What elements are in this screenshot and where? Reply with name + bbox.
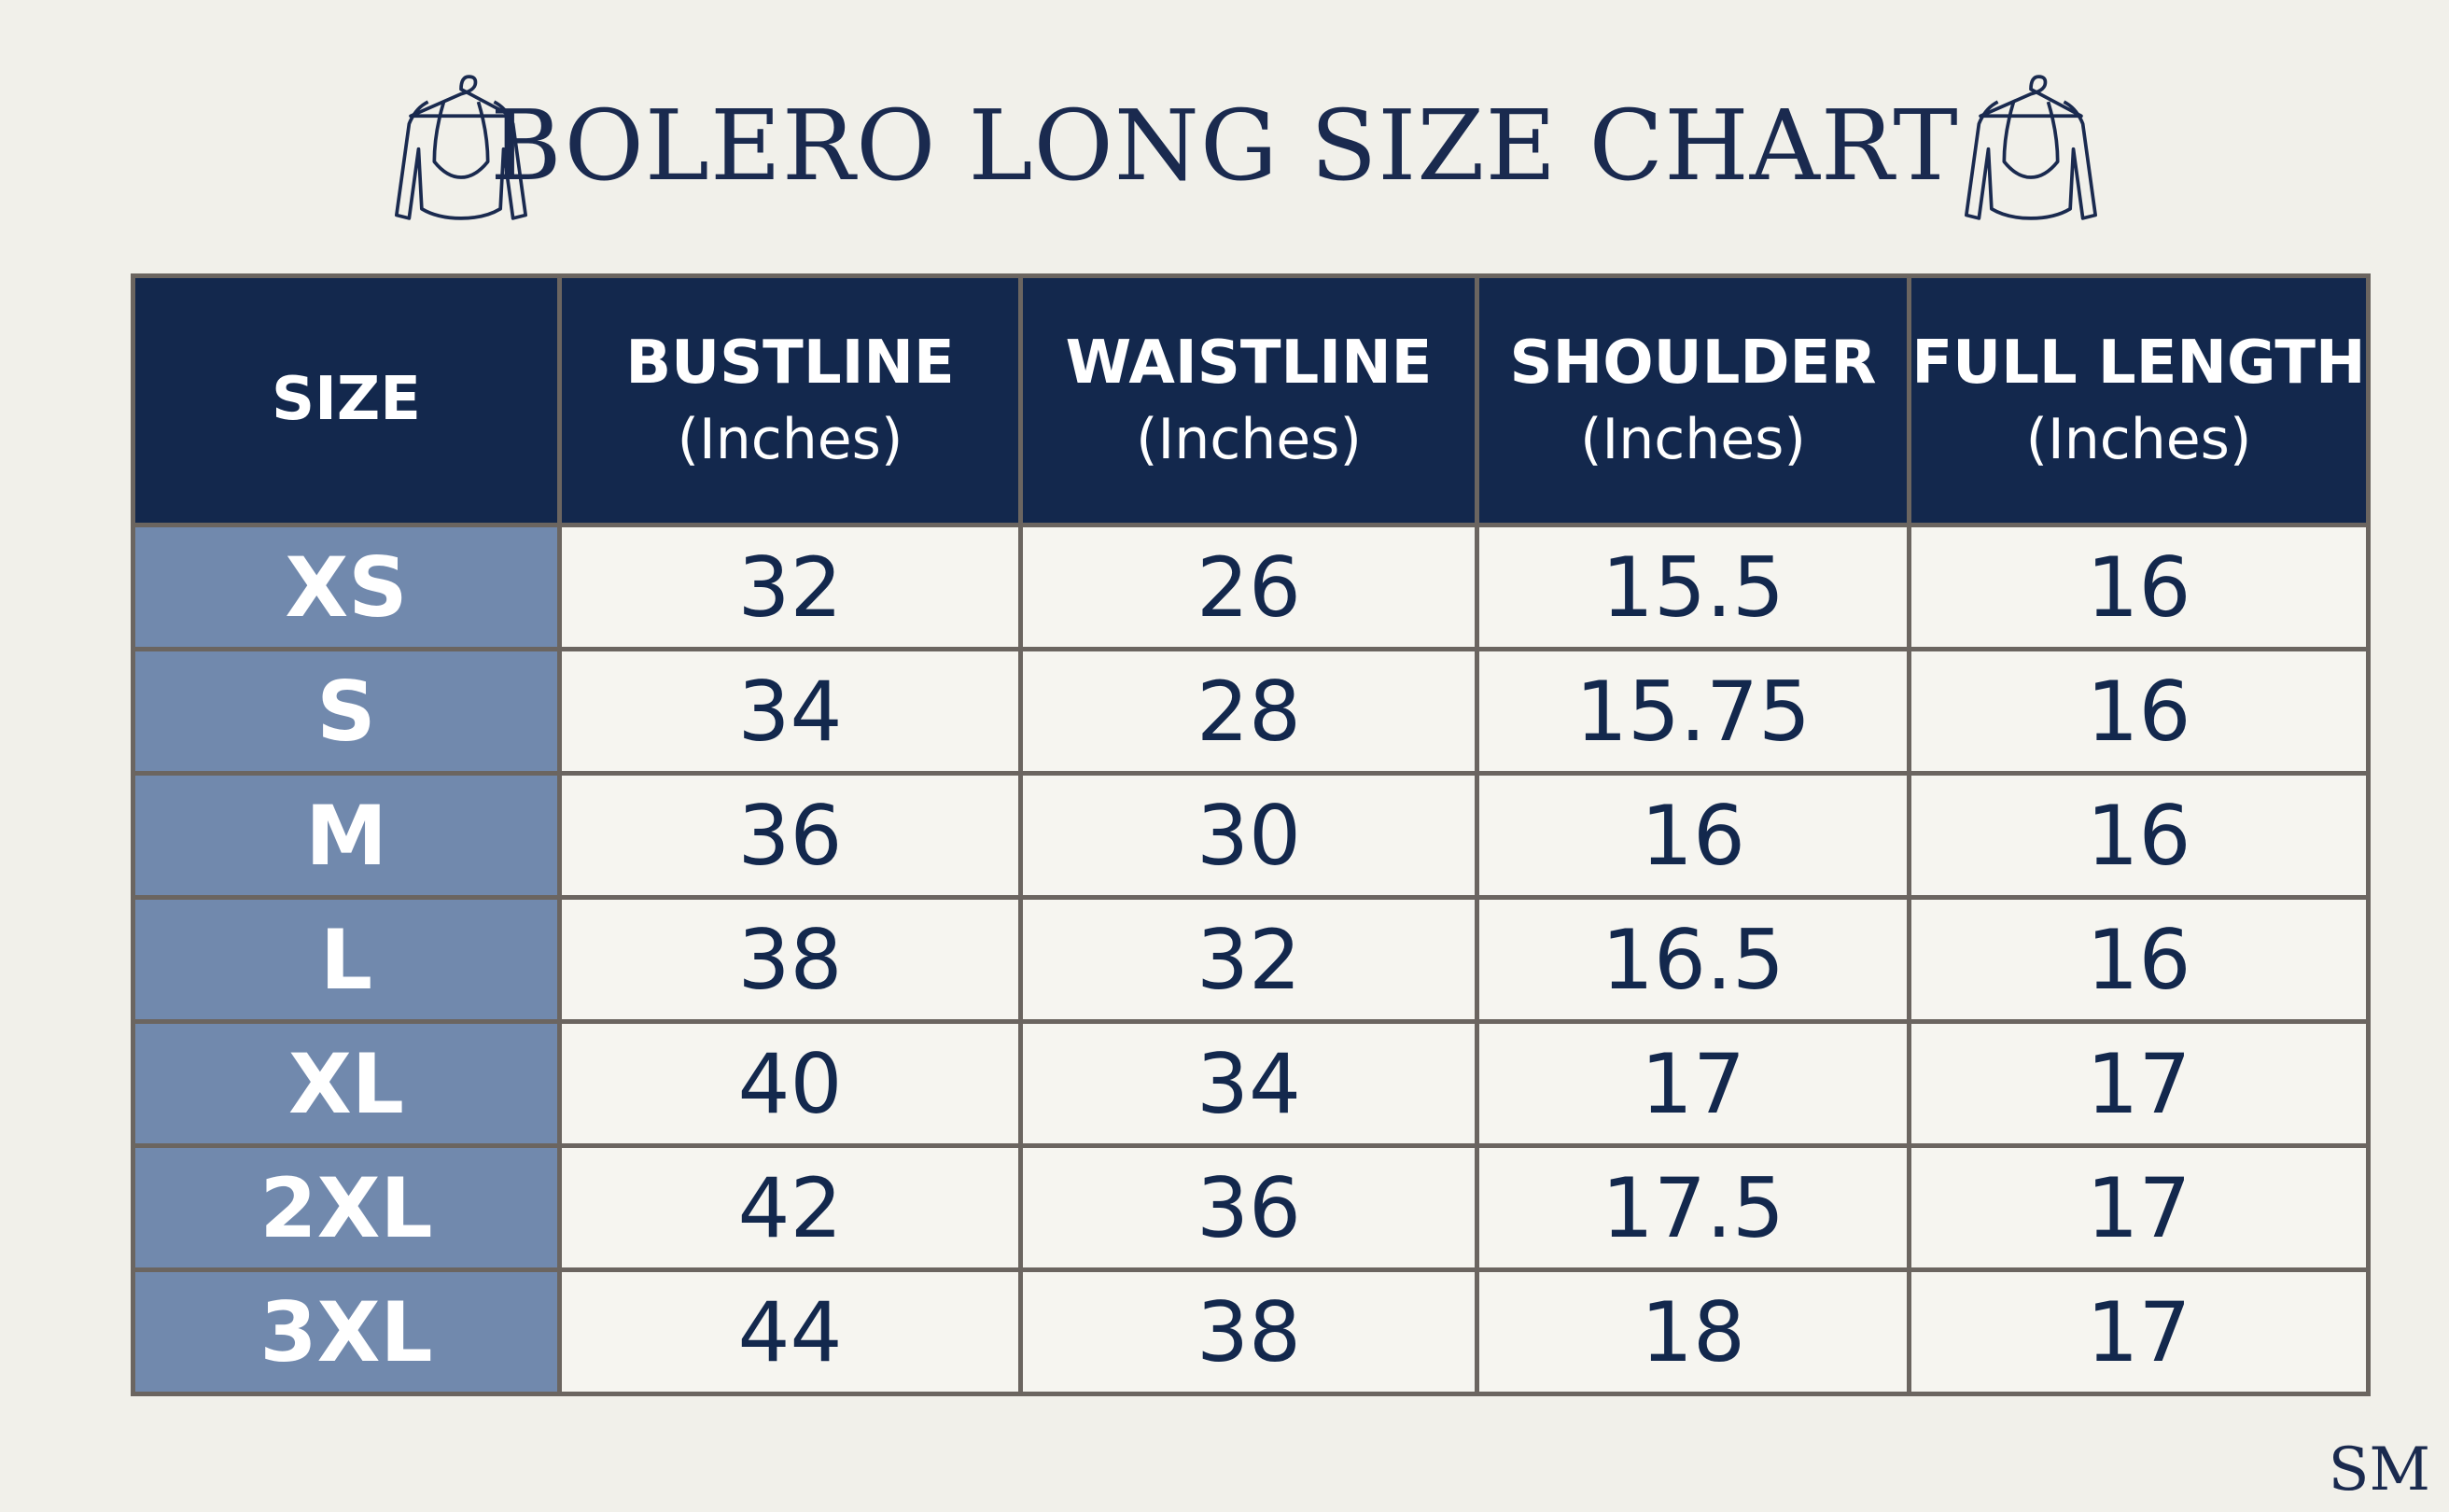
value-cell: 18 (1475, 1267, 1911, 1396)
column-name: FULL LENGTH (1911, 329, 2366, 399)
value-cell: 42 (557, 1143, 1023, 1272)
table-row: M 36 30 16 16 (131, 771, 2371, 900)
value-cell: 32 (557, 523, 1023, 651)
header-row: SIZE BUSTLINE (Inches) WAISTLINE (Inches) SHO… (131, 273, 2371, 527)
table-row: 2XL 42 36 17.5 17 (131, 1143, 2371, 1272)
size-cell: 3XL (131, 1267, 562, 1396)
column-name: SHOULDER (1509, 329, 1877, 399)
column-header: FULL LENGTH (Inches) (1907, 273, 2371, 527)
table-row: 3XL 44 38 18 17 (131, 1267, 2371, 1396)
size-cell: XL (131, 1019, 562, 1148)
value-cell: 15.75 (1475, 647, 1911, 776)
table-row: L 38 32 16.5 16 (131, 895, 2371, 1024)
value-cell: 17 (1907, 1267, 2371, 1396)
value-cell: 40 (557, 1019, 1023, 1148)
value-cell: 32 (1018, 895, 1479, 1024)
value-cell: 16 (1907, 647, 2371, 776)
value-cell: 16 (1907, 523, 2371, 651)
column-header: WAISTLINE (Inches) (1018, 273, 1479, 527)
table-row: XL 40 34 17 17 (131, 1019, 2371, 1148)
value-cell: 16.5 (1475, 895, 1911, 1024)
size-cell: XS (131, 523, 562, 651)
value-cell: 36 (557, 771, 1023, 900)
value-cell: 28 (1018, 647, 1479, 776)
value-cell: 30 (1018, 771, 1479, 900)
value-cell: 36 (1018, 1143, 1479, 1272)
column-header: SIZE (131, 273, 562, 527)
column-header: BUSTLINE (Inches) (557, 273, 1023, 527)
table-row: S 34 28 15.75 16 (131, 647, 2371, 776)
column-unit: (Inches) (677, 406, 903, 472)
logo: SM (2328, 1435, 2430, 1505)
value-cell: 17 (1475, 1019, 1911, 1148)
value-cell: 17 (1907, 1143, 2371, 1272)
column-header: SHOULDER (Inches) (1475, 273, 1911, 527)
value-cell: 17 (1907, 1019, 2371, 1148)
size-cell: M (131, 771, 562, 900)
hanger-icon (395, 75, 527, 220)
value-cell: 16 (1475, 771, 1911, 900)
value-cell: 34 (1018, 1019, 1479, 1148)
value-cell: 26 (1018, 523, 1479, 651)
value-cell: 34 (557, 647, 1023, 776)
size-cell: 2XL (131, 1143, 562, 1272)
hanger-icon (1965, 75, 2097, 220)
table-row: XS 32 26 15.5 16 (131, 523, 2371, 651)
value-cell: 16 (1907, 895, 2371, 1024)
column-name: WAISTLINE (1065, 329, 1433, 399)
column-unit: (Inches) (2025, 406, 2252, 472)
table-body: XS 32 26 15.5 16 S 34 28 15.75 16 M 36 30 16 16 L 38 32 16… (131, 523, 2371, 1396)
value-cell: 38 (557, 895, 1023, 1024)
value-cell: 16 (1907, 771, 2371, 900)
size-table: SIZE BUSTLINE (Inches) WAISTLINE (Inches) SHO… (131, 273, 2371, 1396)
column-name: BUSTLINE (625, 329, 955, 399)
column-unit: (Inches) (1136, 406, 1362, 472)
value-cell: 38 (1018, 1267, 1479, 1396)
title: BOLERO LONG SIZE CHART (490, 89, 1959, 203)
value-cell: 44 (557, 1267, 1023, 1396)
value-cell: 17.5 (1475, 1143, 1911, 1272)
value-cell: 15.5 (1475, 523, 1911, 651)
size-cell: L (131, 895, 562, 1024)
column-unit: (Inches) (1580, 406, 1806, 472)
size-cell: S (131, 647, 562, 776)
column-name: SIZE (271, 365, 422, 435)
